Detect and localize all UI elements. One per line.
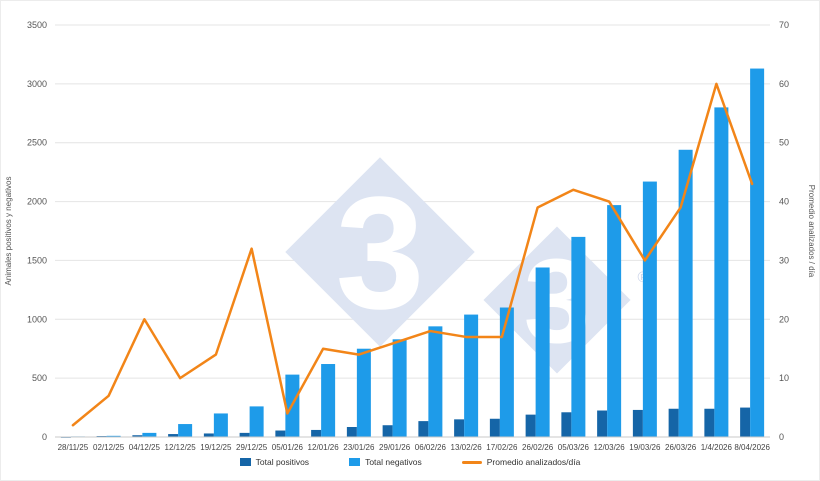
bar-negativos xyxy=(178,424,193,437)
x-axis-category-label: 8/04/2026 xyxy=(734,443,770,452)
right-axis-title: Promedio analizados / día xyxy=(807,185,816,278)
bar-negativos xyxy=(142,432,157,437)
bar-negativos xyxy=(249,406,264,437)
legend-label-positivos: Total positivos xyxy=(255,457,310,467)
x-axis-category-label: 19/03/26 xyxy=(629,443,661,452)
legend-label-promedio: Promedio analizados/día xyxy=(486,457,581,467)
negativos-swatch-icon xyxy=(349,458,361,466)
x-axis-category-label: 05/03/26 xyxy=(558,443,590,452)
bar-positivos xyxy=(239,432,250,437)
bar-positivos xyxy=(132,435,143,437)
bar-negativos xyxy=(356,348,371,437)
bar-positivos xyxy=(382,425,393,437)
bar-negativos xyxy=(392,339,407,437)
x-axis-category-label: 04/12/25 xyxy=(129,443,161,452)
bar-positivos xyxy=(203,433,214,437)
watermark-digit: 3 xyxy=(336,163,425,342)
bar-positivos xyxy=(346,426,357,437)
bar-negativos xyxy=(428,326,443,437)
right-axis-tick: 70 xyxy=(779,20,789,30)
bar-negativos xyxy=(535,267,550,437)
x-axis-category-label: 12/12/25 xyxy=(165,443,197,452)
positivos-swatch-icon xyxy=(239,458,251,466)
left-axis-tick: 1000 xyxy=(27,314,47,324)
left-axis-tick: 3500 xyxy=(27,20,47,30)
x-axis-category-label: 12/01/26 xyxy=(308,443,340,452)
left-axis-tick: 2000 xyxy=(27,197,47,207)
bar-negativos xyxy=(106,435,121,437)
x-axis-category-label: 23/01/26 xyxy=(343,443,375,452)
bar-positivos xyxy=(525,414,536,437)
bar-negativos xyxy=(571,236,586,437)
bar-negativos xyxy=(642,181,657,437)
bar-negativos xyxy=(464,314,479,437)
right-axis-tick: 60 xyxy=(779,79,789,89)
left-axis-tick: 3000 xyxy=(27,79,47,89)
right-axis-tick: 50 xyxy=(779,138,789,148)
bar-positivos xyxy=(275,430,286,437)
bar-negativos xyxy=(714,107,729,438)
bar-positivos xyxy=(418,421,429,437)
bar-positivos xyxy=(561,412,572,437)
x-axis-category-label: 05/01/26 xyxy=(272,443,304,452)
bar-positivos xyxy=(597,410,608,437)
left-axis-tick: 1500 xyxy=(27,255,47,265)
legend-item-total-negativos: Total negativos xyxy=(349,457,422,467)
right-axis-tick: 20 xyxy=(779,314,789,324)
left-axis-title: Animales positivos y negativos xyxy=(4,177,13,286)
bar-positivos xyxy=(311,429,322,437)
x-axis-category-label: 26/02/26 xyxy=(522,443,554,452)
bar-positivos xyxy=(489,418,500,437)
x-axis-category-label: 26/03/26 xyxy=(665,443,697,452)
bar-negativos xyxy=(678,149,693,437)
bar-negativos xyxy=(321,364,336,437)
legend-label-negativos: Total negativos xyxy=(365,457,422,467)
x-axis-category-label: 19/12/25 xyxy=(200,443,232,452)
left-axis-tick: 0 xyxy=(42,432,47,442)
x-axis-category-label: 29/01/26 xyxy=(379,443,411,452)
legend-item-total-positivos: Total positivos xyxy=(239,457,310,467)
bar-negativos xyxy=(499,307,514,437)
right-axis-tick: 0 xyxy=(779,432,784,442)
x-axis-category-label: 12/03/26 xyxy=(594,443,626,452)
right-axis-tick: 40 xyxy=(779,197,789,207)
watermark-diamond-icon xyxy=(483,226,631,374)
bar-positivos xyxy=(632,409,643,437)
bar-negativos xyxy=(750,68,765,437)
x-axis-category-label: 29/12/25 xyxy=(236,443,268,452)
x-axis-category-label: 06/02/26 xyxy=(415,443,447,452)
right-axis-tick: 30 xyxy=(779,255,789,265)
bar-positivos xyxy=(740,407,751,437)
bar-negativos xyxy=(607,205,622,437)
chart-legend: Total positivos Total negativos Promedio… xyxy=(0,457,820,467)
x-axis-category-label: 17/02/26 xyxy=(486,443,518,452)
legend-item-promedio: Promedio analizados/día xyxy=(461,457,581,467)
bar-positivos xyxy=(454,419,465,437)
promedio-line-swatch-icon xyxy=(461,460,482,464)
x-axis-category-label: 28/11/25 xyxy=(58,443,89,452)
right-axis-tick: 10 xyxy=(779,373,789,383)
left-axis-tick: 500 xyxy=(32,373,47,383)
promedio-line-series xyxy=(71,82,754,427)
bar-positivos xyxy=(168,434,179,437)
left-axis-tick: 2500 xyxy=(27,138,47,148)
x-axis-category-label: 1/4/2026 xyxy=(701,443,733,452)
bar-positivos xyxy=(704,408,715,437)
x-axis-category-label: 02/12/25 xyxy=(93,443,125,452)
bar-positivos xyxy=(668,408,679,437)
x-axis-category-label: 13/02/26 xyxy=(451,443,483,452)
bar-negativos xyxy=(213,413,228,437)
